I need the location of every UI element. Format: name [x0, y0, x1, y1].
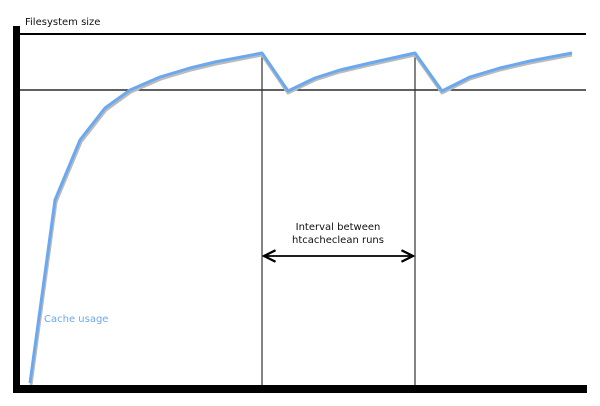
- interval-label-line-2: htcacheclean runs: [292, 235, 384, 246]
- x-axis: [13, 385, 587, 393]
- y-axis-label: Filesystem size: [25, 17, 101, 28]
- cache-usage-label: Cache usage: [44, 314, 109, 325]
- y-axis: [13, 26, 20, 393]
- cache-usage-line: [28, 51, 573, 384]
- cache-usage-shadow: [29, 53, 573, 386]
- interval-label-line-1: Interval between: [295, 222, 381, 233]
